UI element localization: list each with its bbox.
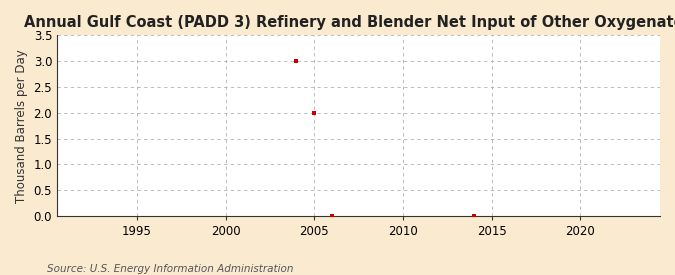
Point — [468, 214, 479, 218]
Title: Annual Gulf Coast (PADD 3) Refinery and Blender Net Input of Other Oxygenates: Annual Gulf Coast (PADD 3) Refinery and … — [24, 15, 675, 30]
Point — [291, 59, 302, 63]
Point — [308, 111, 319, 115]
Y-axis label: Thousand Barrels per Day: Thousand Barrels per Day — [15, 49, 28, 202]
Point — [327, 214, 338, 218]
Text: Source: U.S. Energy Information Administration: Source: U.S. Energy Information Administ… — [47, 264, 294, 274]
